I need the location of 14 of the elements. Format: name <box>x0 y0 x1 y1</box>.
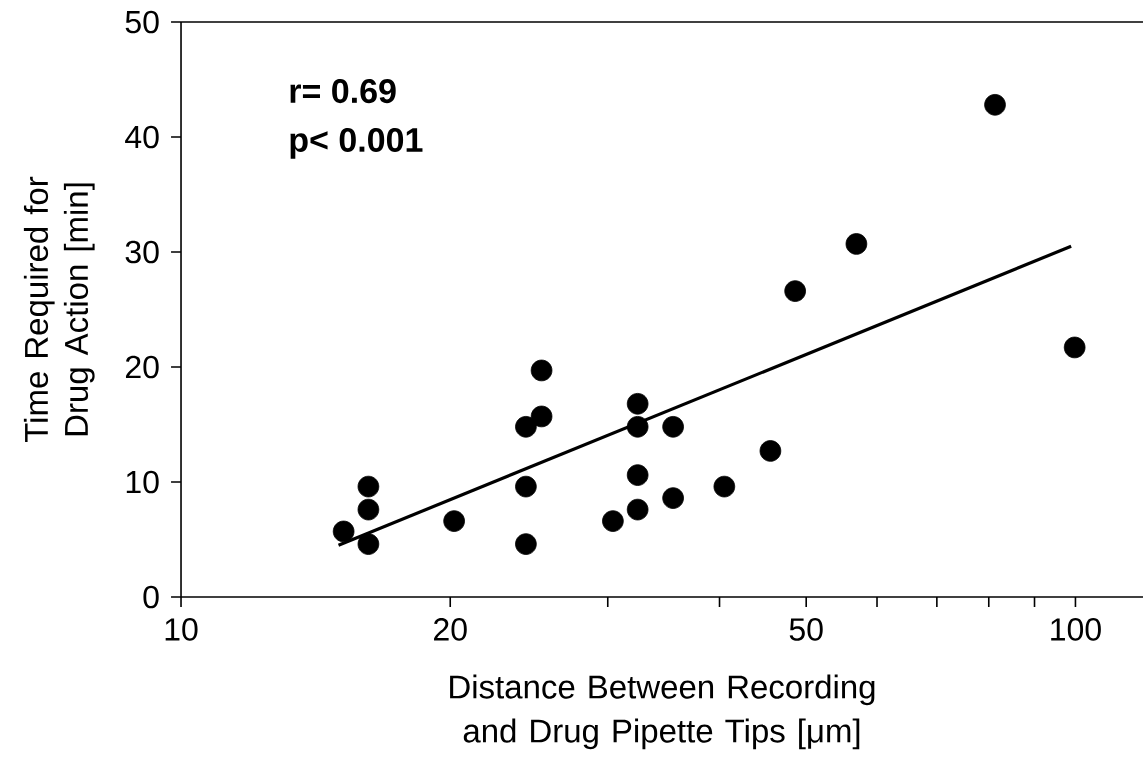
x-axis-title: Distance Between Recording and Drug Pipette Tips [μm] <box>450 674 875 750</box>
x-tick-label: 50 <box>789 618 823 641</box>
x-tick-label: 20 <box>434 618 467 641</box>
y-tick-label: 20 <box>125 355 159 379</box>
y-tick-label: 30 <box>125 240 159 264</box>
y-tick-label: 40 <box>125 125 159 149</box>
x-tick-label: 10 <box>165 618 198 641</box>
x-tick-label: 100 <box>1051 618 1101 641</box>
annotation: r= 0.69 <box>290 79 396 104</box>
y-tick-label: 50 <box>125 10 159 34</box>
y-tick-label: 0 <box>143 585 159 609</box>
y-axis-title: Time Required for Drug Action [min] <box>23 176 95 443</box>
annotation: p< 0.001 <box>290 127 423 159</box>
y-tick-label: 10 <box>126 470 159 494</box>
